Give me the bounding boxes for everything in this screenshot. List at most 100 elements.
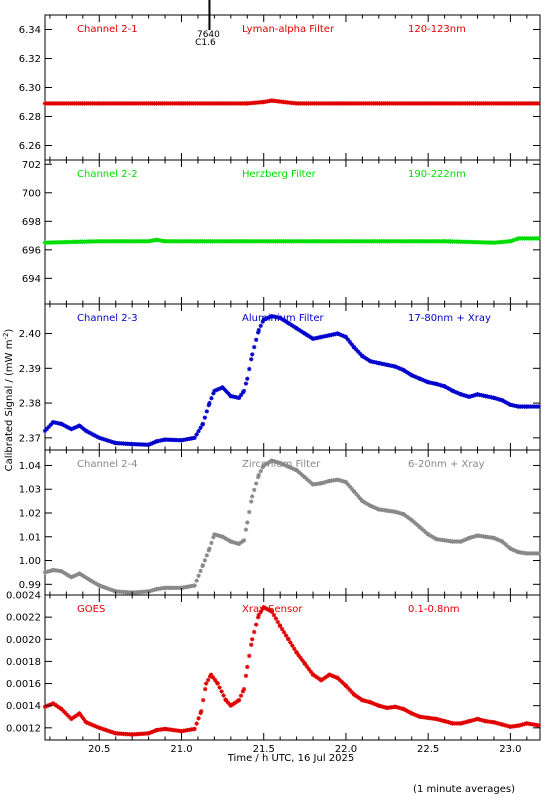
filter-label: Aluminium Filter	[242, 313, 325, 324]
data-point	[258, 323, 263, 329]
data-point	[448, 387, 453, 392]
data-point	[360, 697, 365, 703]
data-point	[357, 696, 363, 701]
data-point	[335, 675, 340, 681]
data-point	[294, 650, 299, 655]
data-point	[238, 392, 244, 398]
data-point	[514, 549, 519, 554]
data-point	[413, 521, 418, 526]
data-point	[148, 730, 153, 735]
data-point	[238, 693, 244, 698]
data-point	[77, 711, 82, 716]
data-point	[296, 653, 301, 658]
filter-label: Herzberg Filter	[242, 169, 317, 180]
axes: 6.26 6.28 6.30 6.32 6.34 694 696 698 700 702 2.37 2…	[6, 0, 540, 755]
data-point	[374, 702, 379, 707]
y-tick-label: 0.0016	[6, 679, 41, 690]
x-tick-label: 21.5	[253, 744, 275, 755]
data-point	[536, 404, 541, 409]
data-point	[267, 608, 272, 613]
data-point	[368, 503, 373, 509]
data-point	[355, 695, 361, 700]
data-point	[92, 580, 98, 586]
data-point	[499, 722, 505, 727]
data-point	[205, 677, 211, 683]
series-4	[42, 458, 541, 595]
data-point	[261, 463, 266, 468]
data-point	[319, 678, 324, 683]
data-point	[73, 425, 78, 430]
y-tick-label: 1.04	[19, 461, 41, 472]
data-point	[331, 674, 336, 679]
panel-frame-1	[44, 14, 541, 161]
data-point	[61, 708, 66, 714]
data-point	[438, 382, 443, 388]
data-point	[110, 588, 116, 593]
filter-label: Xray Sensor	[242, 604, 303, 615]
data-point	[493, 720, 499, 726]
data-point	[222, 387, 227, 392]
data-point	[212, 677, 218, 683]
data-point	[73, 714, 78, 719]
data-point	[419, 526, 425, 532]
data-point	[255, 330, 261, 335]
data-point	[204, 553, 210, 558]
data-point	[306, 333, 311, 339]
data-point	[343, 479, 349, 485]
data-point	[413, 712, 418, 718]
data-point	[333, 674, 338, 680]
data-point	[222, 535, 227, 541]
y-tick-label: 2.38	[19, 399, 41, 410]
data-point	[446, 720, 451, 725]
data-point	[347, 484, 353, 489]
data-point	[372, 505, 377, 510]
data-point	[473, 717, 478, 722]
data-point	[339, 333, 344, 338]
y-tick-label: 1.00	[19, 556, 41, 567]
y-tick-label: 0.0022	[6, 613, 41, 624]
data-point	[261, 604, 266, 610]
data-point	[403, 707, 408, 713]
data-point	[203, 681, 209, 686]
data-point	[192, 583, 197, 588]
data-point	[279, 461, 285, 467]
data-point	[304, 332, 310, 337]
band-label: 120-123nm	[408, 24, 466, 35]
y-tick-label: 698	[22, 217, 41, 228]
data-point	[407, 709, 412, 715]
data-point	[360, 498, 365, 504]
data-point	[51, 701, 56, 706]
data-point	[245, 520, 250, 525]
data-point	[214, 532, 219, 538]
data-point	[152, 440, 157, 445]
filter-label: Lyman-alpha Filter	[242, 24, 335, 35]
data-point	[69, 574, 74, 580]
data-point	[448, 720, 453, 725]
data-point	[106, 438, 112, 444]
data-point	[442, 384, 447, 389]
data-point	[508, 546, 513, 551]
data-point	[462, 720, 468, 725]
data-point	[194, 432, 199, 437]
data-point	[219, 689, 224, 694]
data-point	[243, 381, 249, 386]
data-point	[366, 502, 371, 507]
data-point	[355, 493, 361, 499]
footnote: (1 minute averages)	[413, 784, 515, 795]
data-point	[81, 573, 86, 579]
data-point	[460, 392, 466, 398]
data-point	[150, 729, 155, 734]
data-point	[148, 441, 153, 447]
data-point	[345, 685, 351, 691]
data-point	[316, 676, 322, 681]
data-point	[409, 373, 414, 378]
data-point	[399, 706, 404, 711]
data-point	[275, 619, 281, 625]
data-point	[104, 438, 110, 443]
series-2	[42, 236, 541, 245]
data-point	[83, 575, 88, 580]
data-point	[94, 581, 100, 587]
data-point	[192, 435, 197, 441]
data-point	[341, 681, 346, 686]
data-point	[106, 586, 112, 592]
